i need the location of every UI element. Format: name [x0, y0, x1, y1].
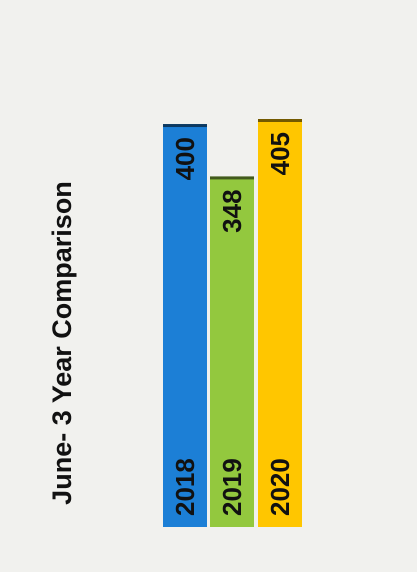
bar-edge-2019: [210, 176, 254, 180]
bar-2020: [258, 119, 302, 527]
category-label-2018: 2018: [170, 458, 200, 516]
chart-title-group: June- 3 Year Comparison: [47, 181, 77, 505]
bar-group-2018: 400 2018: [163, 124, 207, 527]
chart-title: June- 3 Year Comparison: [47, 181, 77, 505]
bar-group-2020: 405 2020: [258, 119, 302, 527]
category-label-2020: 2020: [265, 458, 295, 516]
value-label-2018: 400: [170, 137, 200, 180]
bar-edge-2018: [163, 124, 207, 128]
category-label-2019: 2019: [217, 458, 247, 516]
bars-layer: 400 2018 348 2019 405 2020: [163, 119, 302, 527]
bar-2018: [163, 124, 207, 527]
bar-2019: [210, 176, 254, 527]
value-label-2020: 405: [265, 132, 295, 175]
value-label-2019: 348: [217, 189, 247, 232]
bar-edge-2020: [258, 119, 302, 122]
bar-group-2019: 348 2019: [210, 176, 254, 527]
